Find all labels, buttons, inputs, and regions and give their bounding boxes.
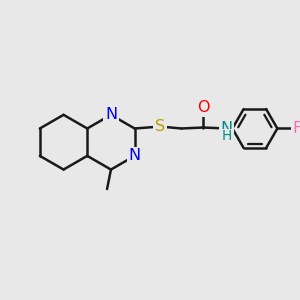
Text: S: S [155, 119, 165, 134]
Text: H: H [221, 129, 232, 143]
Text: F: F [292, 121, 300, 136]
Text: N: N [220, 121, 232, 136]
Text: N: N [105, 107, 117, 122]
Text: O: O [197, 100, 209, 116]
Text: N: N [129, 148, 141, 164]
